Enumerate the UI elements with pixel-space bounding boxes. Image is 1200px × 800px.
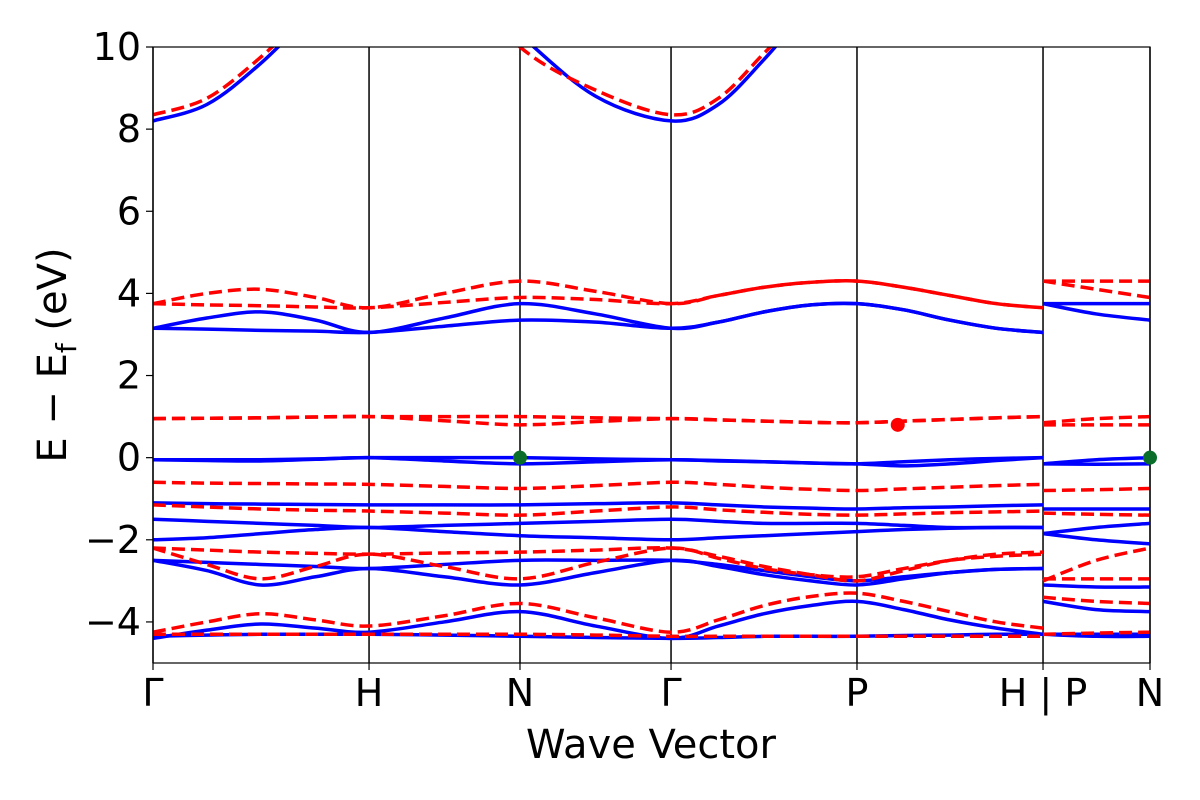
band-line (153, 301, 1150, 335)
y-axis-label-main: E − E (30, 353, 76, 463)
y-tick-label: 10 (93, 25, 141, 69)
plot-frame (152, 46, 1151, 664)
band-line (153, 47, 778, 123)
band-line (153, 501, 1150, 511)
x-tick-label: H (355, 671, 384, 715)
band-line (153, 558, 1150, 614)
band-line (153, 591, 1150, 634)
x-tick-label: Γ (142, 671, 163, 715)
y-axis-label-subscript: f (50, 342, 83, 353)
band-line (153, 525, 1150, 546)
y-tick-label: 6 (117, 189, 141, 233)
band-line (153, 503, 1150, 517)
y-tick-label: 2 (117, 354, 141, 398)
y-axis-label: E − Ef (eV) (30, 247, 83, 462)
band-line (153, 517, 1150, 536)
band-line (153, 480, 1150, 493)
point-marker (890, 417, 905, 432)
x-tick-label: H | P (999, 671, 1087, 716)
y-tick-label: −4 (85, 600, 141, 644)
x-tick-label: Γ (660, 671, 681, 715)
band-line (153, 546, 1150, 583)
y-tick-label: 4 (117, 271, 141, 315)
y-tick-label: −2 (85, 518, 141, 562)
band-line (153, 558, 1150, 589)
point-marker (1143, 450, 1157, 465)
band-line (153, 47, 773, 117)
y-tick-label: 8 (117, 107, 141, 151)
bands (153, 47, 1150, 641)
point-marker (512, 450, 527, 465)
x-tick-label: N (1136, 671, 1164, 715)
y-axis-label-suffix: (eV) (30, 247, 76, 343)
y-tick-label: 0 (117, 436, 141, 480)
band-line (153, 630, 1150, 639)
band-line (153, 279, 1150, 310)
band-line (153, 455, 1150, 468)
x-tick-label: N (506, 671, 534, 715)
ticks: Γ H N Γ P H | P N −4 −2 0 2 4 6 8 10 (85, 25, 1164, 716)
band-line (153, 414, 1150, 427)
band-line (153, 546, 1150, 581)
x-axis-label: Wave Vector (526, 722, 777, 768)
x-tick-label: P (846, 671, 869, 715)
